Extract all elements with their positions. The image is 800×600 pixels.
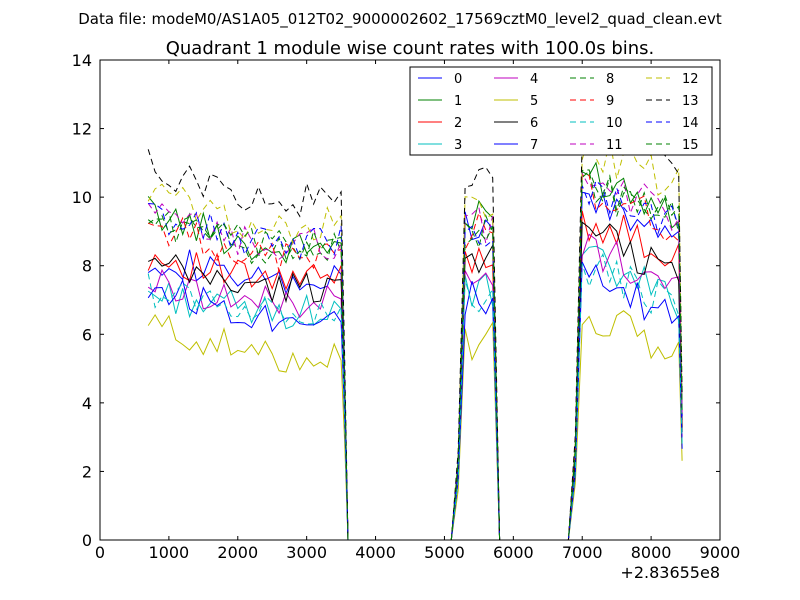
legend-label-2: 2 <box>454 116 462 131</box>
x-tick-label: 2000 <box>217 543 258 562</box>
series-0-line <box>147 191 683 541</box>
legend-label-0: 0 <box>454 72 462 87</box>
series-15-line <box>147 170 683 541</box>
series-6-line <box>148 221 683 541</box>
y-tick-label: 0 <box>82 531 92 550</box>
x-tick-label: 9000 <box>700 543 741 562</box>
plot-frame <box>99 59 721 541</box>
series-1-line <box>147 161 683 541</box>
x-tick-label: 5000 <box>424 543 465 562</box>
series-9-line <box>148 174 683 541</box>
y-tick-label: 12 <box>72 120 92 139</box>
legend-label-11: 11 <box>606 138 623 153</box>
series-3-line <box>147 245 683 541</box>
legend-label-5: 5 <box>530 94 538 109</box>
legend-label-7: 7 <box>530 138 538 153</box>
x-tick-label: 0 <box>95 543 105 562</box>
legend-label-1: 1 <box>454 94 462 109</box>
y-tick-label: 8 <box>82 257 92 276</box>
y-tick-label: 10 <box>72 188 92 207</box>
x-offset-label: +2.83655e8 <box>620 563 720 582</box>
legend-label-10: 10 <box>606 116 623 131</box>
x-tick-label: 3000 <box>286 543 327 562</box>
legend-label-6: 6 <box>530 116 538 131</box>
legend-label-14: 14 <box>682 116 699 131</box>
series-7-line <box>147 261 683 541</box>
x-tick-label: 6000 <box>493 543 534 562</box>
series-13-line <box>147 116 683 541</box>
legend-label-4: 4 <box>530 72 538 87</box>
x-tick-label: 8000 <box>631 543 672 562</box>
series-layer <box>147 116 683 541</box>
y-tick-label: 2 <box>82 462 92 481</box>
series-11-line <box>147 171 683 541</box>
series-5-line <box>147 310 683 541</box>
series-10-line <box>147 252 683 541</box>
legend-label-13: 13 <box>682 94 699 109</box>
legend-label-15: 15 <box>682 138 699 153</box>
y-tick-label: 14 <box>72 51 92 70</box>
legend-frame <box>409 66 713 156</box>
legend-label-8: 8 <box>606 72 614 87</box>
series-2-line <box>147 210 683 541</box>
chart-title: Quadrant 1 module wise count rates with … <box>166 38 655 59</box>
x-tick-label: 1000 <box>149 543 190 562</box>
series-4-line <box>147 233 683 541</box>
legend-label-3: 3 <box>454 138 462 153</box>
x-tick-label: 4000 <box>355 543 396 562</box>
y-tick-label: 4 <box>82 394 92 413</box>
chart-suptitle: Data file: modeM0/AS1A05_012T02_90000026… <box>78 10 722 29</box>
tick-layer: 0 1000 2000 3000 4000 5000 6000 7000 8000 9000 0 2 4… <box>72 51 741 562</box>
x-tick-label: 7000 <box>562 543 603 562</box>
legend-label-9: 9 <box>606 94 614 109</box>
legend-label-12: 12 <box>682 72 699 87</box>
series-8-line <box>147 169 683 541</box>
series-14-line <box>148 179 683 541</box>
y-tick-label: 6 <box>82 325 92 344</box>
